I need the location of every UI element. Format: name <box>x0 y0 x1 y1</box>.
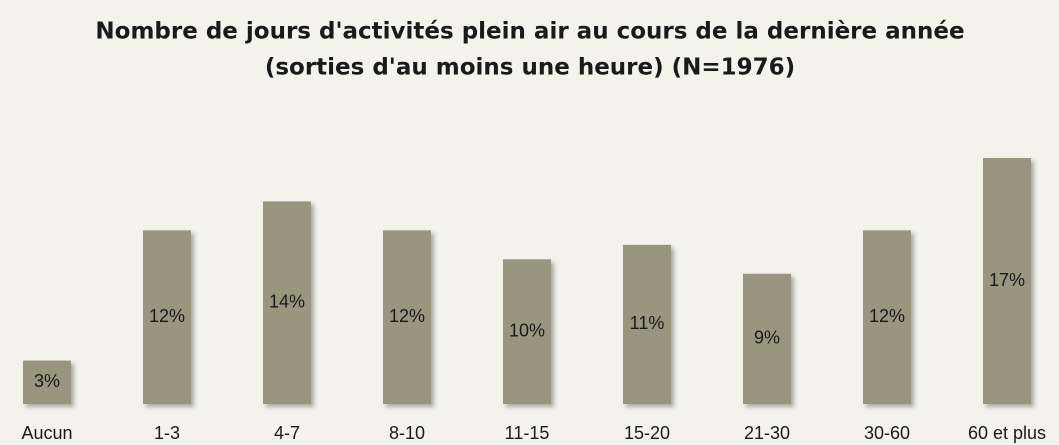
value-label: 3% <box>34 371 60 391</box>
chart-title: Nombre de jours d'activités plein air au… <box>95 19 964 45</box>
bar <box>503 259 551 404</box>
value-label: 10% <box>509 320 545 340</box>
x-tick-label: 11-15 <box>505 423 550 443</box>
x-tick-label: 30-60 <box>864 423 910 443</box>
x-tick-label: 4-7 <box>274 423 300 443</box>
value-label: 14% <box>269 291 305 311</box>
value-label: 17% <box>989 270 1025 290</box>
bar <box>23 360 71 404</box>
chart-title: (sorties d'au moins une heure) (N=1976) <box>265 55 795 81</box>
bar <box>863 230 911 404</box>
bar <box>743 273 791 404</box>
bar <box>143 230 191 404</box>
value-label: 12% <box>149 306 185 326</box>
x-tick-label: 21-30 <box>744 423 790 443</box>
x-tick-label: 8-10 <box>389 423 425 443</box>
x-tick-label: Aucun <box>21 423 72 443</box>
value-label: 9% <box>754 328 780 348</box>
bar <box>383 230 431 404</box>
value-label: 12% <box>389 306 425 326</box>
value-label: 12% <box>869 306 905 326</box>
bar <box>263 201 311 404</box>
x-tick-label: 15-20 <box>624 423 670 443</box>
x-tick-label: 1-3 <box>154 423 180 443</box>
bar <box>623 244 671 404</box>
bar <box>983 158 1031 404</box>
value-label: 11% <box>630 313 665 333</box>
x-tick-label: 60 et plus <box>968 423 1046 443</box>
